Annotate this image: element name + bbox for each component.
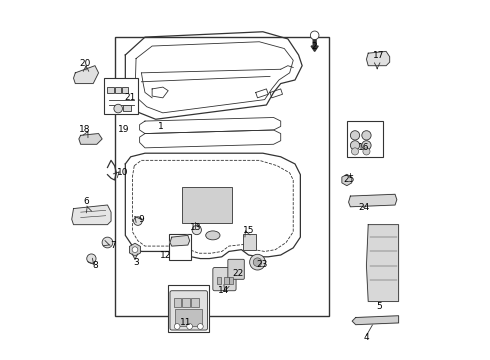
Circle shape (114, 104, 122, 113)
Polygon shape (352, 316, 398, 325)
Circle shape (249, 254, 266, 270)
Circle shape (363, 148, 370, 155)
Text: 1: 1 (158, 122, 164, 131)
Polygon shape (140, 117, 281, 134)
Bar (229, 277, 233, 284)
Text: 15: 15 (243, 226, 254, 235)
Polygon shape (348, 194, 397, 207)
Circle shape (102, 237, 113, 248)
Bar (173, 298, 181, 307)
Circle shape (187, 324, 193, 329)
Text: 2: 2 (312, 41, 318, 50)
Circle shape (351, 148, 359, 155)
Bar (107, 87, 114, 93)
Text: 8: 8 (93, 261, 98, 270)
Text: 21: 21 (124, 93, 136, 102)
Bar (115, 37, 329, 316)
Text: 4: 4 (364, 333, 369, 342)
Polygon shape (367, 51, 390, 66)
Text: 12: 12 (160, 251, 172, 260)
Bar (347, 121, 383, 157)
Circle shape (362, 141, 371, 150)
Text: 6: 6 (83, 197, 89, 206)
Bar (122, 87, 128, 93)
Circle shape (87, 254, 96, 263)
Text: 24: 24 (358, 203, 369, 212)
Bar (182, 298, 190, 307)
Bar (115, 87, 121, 93)
Bar (123, 105, 131, 111)
Bar (168, 285, 209, 332)
Bar (175, 309, 202, 327)
Polygon shape (74, 66, 98, 84)
Bar (224, 277, 228, 284)
Circle shape (134, 217, 142, 225)
Text: 7: 7 (110, 240, 116, 249)
FancyBboxPatch shape (228, 259, 245, 279)
FancyBboxPatch shape (170, 291, 207, 330)
Circle shape (350, 141, 360, 150)
Polygon shape (170, 235, 190, 246)
Bar (169, 234, 191, 260)
Bar (217, 277, 221, 284)
Text: 13: 13 (190, 222, 201, 231)
Text: 11: 11 (180, 318, 192, 327)
Ellipse shape (206, 231, 220, 240)
Text: 3: 3 (133, 258, 139, 267)
Circle shape (174, 324, 180, 329)
Text: 9: 9 (139, 215, 144, 224)
Text: 23: 23 (256, 260, 268, 269)
Bar (182, 187, 232, 223)
Circle shape (192, 225, 201, 235)
Circle shape (197, 324, 203, 329)
Text: 5: 5 (376, 302, 382, 311)
Text: 17: 17 (373, 51, 384, 60)
Text: 14: 14 (218, 286, 229, 295)
Circle shape (253, 258, 262, 266)
Circle shape (350, 131, 360, 140)
Text: 18: 18 (78, 126, 90, 135)
Circle shape (362, 131, 371, 140)
Bar (104, 78, 138, 114)
Bar (192, 298, 198, 307)
Polygon shape (72, 205, 111, 225)
Circle shape (310, 31, 319, 40)
Text: 19: 19 (118, 126, 129, 135)
Text: 25: 25 (343, 175, 354, 184)
Polygon shape (140, 130, 281, 148)
Polygon shape (79, 134, 102, 144)
Polygon shape (125, 153, 300, 258)
Text: 16: 16 (358, 143, 369, 152)
Polygon shape (367, 225, 398, 301)
FancyArrow shape (311, 37, 318, 51)
Text: 10: 10 (117, 168, 128, 177)
FancyBboxPatch shape (213, 267, 236, 291)
Text: 20: 20 (79, 59, 91, 68)
Text: 22: 22 (232, 269, 244, 278)
Circle shape (132, 247, 138, 252)
Bar (243, 234, 256, 249)
